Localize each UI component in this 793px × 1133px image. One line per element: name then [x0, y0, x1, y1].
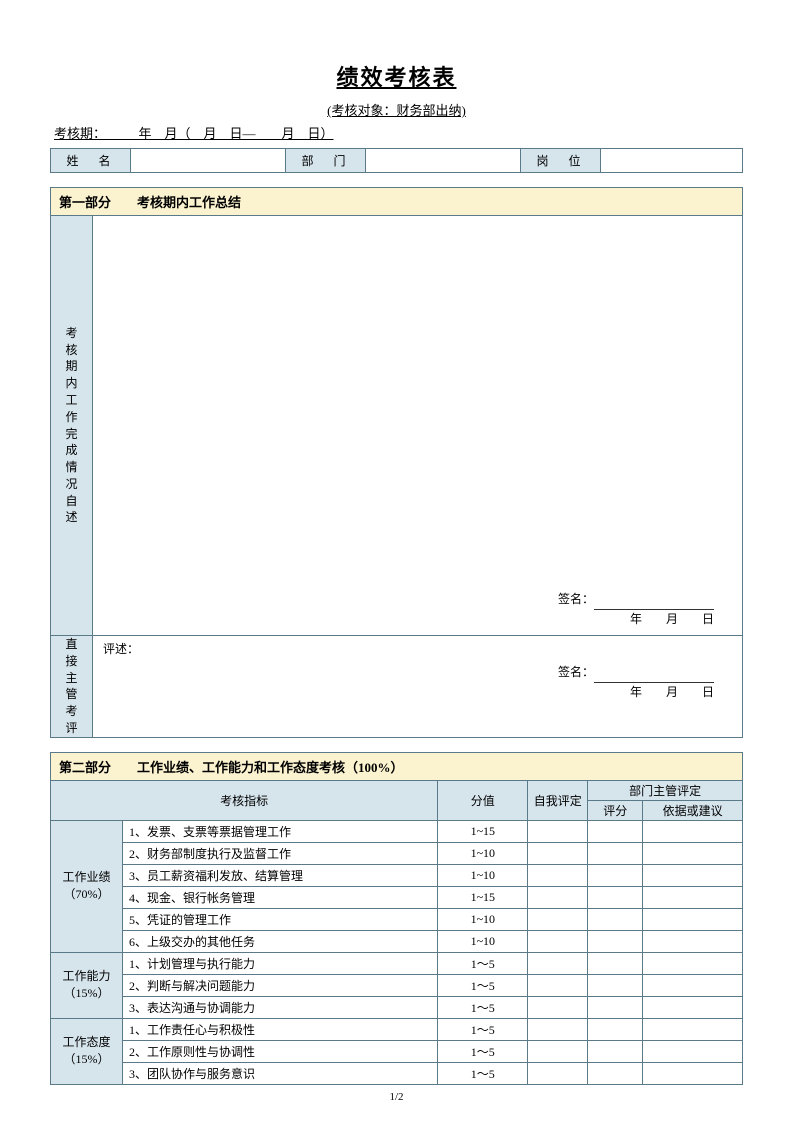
dept-score-cell[interactable]: [588, 864, 643, 886]
basis-cell[interactable]: [643, 908, 743, 930]
dept-score-cell[interactable]: [588, 1062, 643, 1084]
supervisor-label: 直接主管考评: [51, 636, 93, 738]
basis-cell[interactable]: [643, 1040, 743, 1062]
post-value[interactable]: [601, 149, 743, 173]
page-title: 绩效考核表: [50, 60, 743, 92]
col-score: 评分: [588, 800, 643, 820]
indicator-item: 5、凭证的管理工作: [123, 908, 438, 930]
review-prefix: 评述：: [103, 640, 732, 657]
dept-score-cell[interactable]: [588, 886, 643, 908]
sign-label-1: 签名：: [558, 592, 594, 606]
indicator-item: 2、工作原则性与协调性: [123, 1040, 438, 1062]
score-range: 1～5: [438, 1062, 528, 1084]
dept-score-cell[interactable]: [588, 820, 643, 842]
score-range: 1~10: [438, 930, 528, 952]
self-score-cell[interactable]: [528, 820, 588, 842]
section1-table: 第一部分 考核期内工作总结 考核期内工作完成情况自述 签名： 年 月 日 直接主…: [50, 187, 743, 738]
indicator-item: 1、工作责任心与积极性: [123, 1018, 438, 1040]
date-line-2: 年 月 日: [630, 685, 714, 699]
category-cell: 工作业绩（70%）: [51, 820, 123, 952]
dept-score-cell[interactable]: [588, 908, 643, 930]
post-label: 岗 位: [521, 149, 601, 173]
basis-cell[interactable]: [643, 952, 743, 974]
score-range: 1～5: [438, 996, 528, 1018]
self-score-cell[interactable]: [528, 842, 588, 864]
sign-label-2: 签名：: [558, 665, 594, 679]
score-range: 1~15: [438, 886, 528, 908]
dept-score-cell[interactable]: [588, 1018, 643, 1040]
indicator-item: 2、财务部制度执行及监督工作: [123, 842, 438, 864]
basis-cell[interactable]: [643, 864, 743, 886]
basis-cell[interactable]: [643, 1062, 743, 1084]
basis-cell[interactable]: [643, 1018, 743, 1040]
self-score-cell[interactable]: [528, 974, 588, 996]
basis-cell[interactable]: [643, 820, 743, 842]
col-basis: 依据或建议: [643, 800, 743, 820]
score-range: 1～5: [438, 952, 528, 974]
subtitle: (考核对象：财务部出纳): [50, 100, 743, 119]
self-score-cell[interactable]: [528, 930, 588, 952]
col-self: 自我评定: [528, 780, 588, 820]
name-label: 姓 名: [51, 149, 131, 173]
col-indicator: 考核指标: [51, 780, 438, 820]
self-label: 考核期内工作完成情况自述: [51, 216, 93, 636]
score-range: 1～5: [438, 1040, 528, 1062]
col-dept: 部门主管评定: [588, 780, 743, 800]
self-score-cell[interactable]: [528, 952, 588, 974]
date-line-1: 年 月 日: [630, 612, 714, 626]
score-range: 1～5: [438, 974, 528, 996]
self-score-cell[interactable]: [528, 1062, 588, 1084]
category-cell: 工作能力（15%）: [51, 952, 123, 1018]
basis-cell[interactable]: [643, 996, 743, 1018]
section2-header: 第二部分 工作业绩、工作能力和工作态度考核（100%）: [51, 752, 743, 780]
dept-value[interactable]: [366, 149, 521, 173]
dept-score-cell[interactable]: [588, 1040, 643, 1062]
indicator-item: 4、现金、银行帐务管理: [123, 886, 438, 908]
score-range: 1~15: [438, 820, 528, 842]
info-table: 姓 名 部 门 岗 位: [50, 148, 743, 173]
self-score-cell[interactable]: [528, 1018, 588, 1040]
dept-score-cell[interactable]: [588, 952, 643, 974]
indicator-item: 1、发票、支票等票据管理工作: [123, 820, 438, 842]
self-score-cell[interactable]: [528, 886, 588, 908]
indicator-item: 2、判断与解决问题能力: [123, 974, 438, 996]
section2-table: 第二部分 工作业绩、工作能力和工作态度考核（100%） 考核指标 分值 自我评定…: [50, 752, 743, 1085]
indicator-item: 3、表达沟通与协调能力: [123, 996, 438, 1018]
name-value[interactable]: [131, 149, 286, 173]
indicator-item: 1、计划管理与执行能力: [123, 952, 438, 974]
basis-cell[interactable]: [643, 930, 743, 952]
self-content[interactable]: 签名： 年 月 日: [93, 216, 743, 636]
self-score-cell[interactable]: [528, 864, 588, 886]
category-cell: 工作态度（15%）: [51, 1018, 123, 1084]
indicator-item: 3、员工薪资福利发放、结算管理: [123, 864, 438, 886]
dept-score-cell[interactable]: [588, 974, 643, 996]
self-score-cell[interactable]: [528, 908, 588, 930]
self-score-cell[interactable]: [528, 996, 588, 1018]
supervisor-content[interactable]: 评述： 签名： 年 月 日: [93, 636, 743, 738]
indicator-item: 3、团队协作与服务意识: [123, 1062, 438, 1084]
period-line: 考核期： 年 月（ 月 日— 月 日）: [50, 123, 743, 142]
dept-score-cell[interactable]: [588, 996, 643, 1018]
dept-label: 部 门: [286, 149, 366, 173]
score-range: 1~10: [438, 842, 528, 864]
indicator-item: 6、上级交办的其他任务: [123, 930, 438, 952]
score-range: 1~10: [438, 908, 528, 930]
page-footer: 1/2: [50, 1091, 743, 1103]
basis-cell[interactable]: [643, 886, 743, 908]
score-range: 1～5: [438, 1018, 528, 1040]
col-value: 分值: [438, 780, 528, 820]
self-score-cell[interactable]: [528, 1040, 588, 1062]
dept-score-cell[interactable]: [588, 930, 643, 952]
section1-header: 第一部分 考核期内工作总结: [51, 188, 743, 216]
basis-cell[interactable]: [643, 974, 743, 996]
score-range: 1~10: [438, 864, 528, 886]
dept-score-cell[interactable]: [588, 842, 643, 864]
basis-cell[interactable]: [643, 842, 743, 864]
